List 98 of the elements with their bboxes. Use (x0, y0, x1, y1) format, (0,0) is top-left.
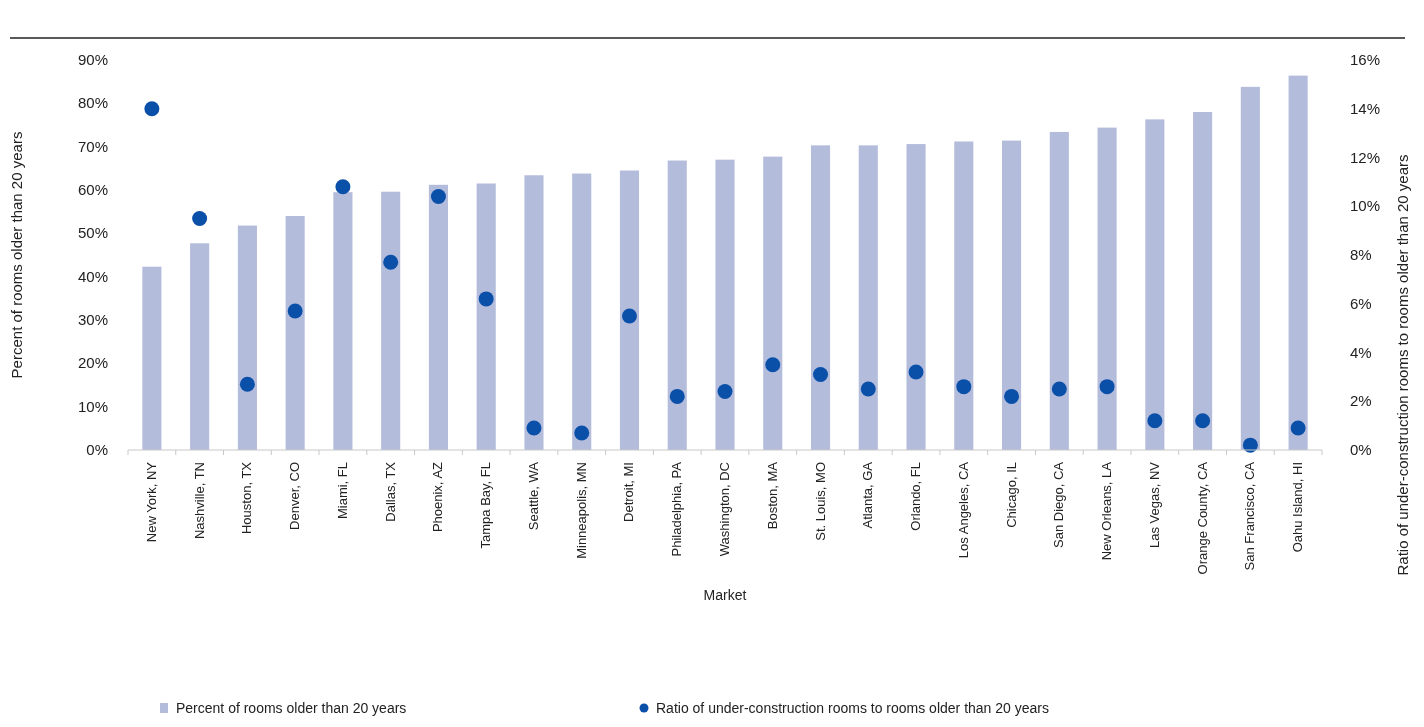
y2-tick-label: 16% (1350, 51, 1381, 68)
legend-label: Percent of rooms older than 20 years (176, 700, 407, 716)
bar (381, 191, 401, 450)
y-tick-label: 90% (77, 51, 108, 68)
point (1290, 420, 1306, 436)
x-tick-label: Houston, TX (239, 461, 255, 535)
x-tick-label: Philadelphia, PA (669, 461, 685, 557)
x-tick-label: Minneapolis, MN (573, 462, 589, 559)
legend-label: Ratio of under-construction rooms to rooms older than 20 years (656, 700, 1049, 716)
x-tick-label: Orange County, CA (1194, 461, 1210, 575)
point (1147, 413, 1163, 429)
bar (1145, 119, 1165, 450)
point (765, 357, 781, 373)
bar (142, 266, 162, 450)
x-tick-label: Washington, DC (717, 462, 732, 557)
y-tick-label: 70% (77, 137, 108, 155)
point (526, 420, 542, 436)
x-tick-label: Tampa Bay, FL (478, 462, 494, 549)
y2-tick-label: 2% (1350, 392, 1372, 410)
bar (237, 225, 257, 450)
point (144, 101, 160, 117)
point (717, 384, 733, 399)
x-tick-label: Detroit, MI (621, 462, 637, 522)
point (239, 376, 255, 392)
y-axis-title: Percent of rooms older than 20 years (8, 131, 25, 379)
y-tick-label: 10% (77, 397, 108, 415)
x-tick-label: Chicago, IL (1003, 462, 1019, 528)
x-tick-label: Seattle, WA (525, 461, 541, 531)
y2-tick-label: 6% (1350, 294, 1372, 312)
point (1099, 379, 1115, 395)
point (1195, 413, 1211, 429)
y-tick-label: 20% (77, 354, 108, 372)
y2-tick-label: 14% (1350, 99, 1381, 117)
x-tick-label: San Diego, CA (1051, 461, 1067, 548)
bar (715, 159, 735, 450)
point (813, 366, 829, 382)
x-tick-label: Miami, FL (334, 462, 350, 520)
x-tick-label: Phoenix, AZ (430, 461, 446, 533)
bar (1097, 127, 1117, 450)
point (669, 388, 685, 404)
point (430, 189, 446, 204)
y-tick-label: 50% (77, 224, 108, 242)
bar (954, 141, 974, 450)
y-tick-label: 40% (77, 267, 108, 285)
point (908, 364, 924, 380)
point (956, 379, 972, 395)
bar (906, 144, 926, 450)
x-tick-label: Dallas, TX (382, 461, 398, 522)
y2-tick-label: 8% (1350, 246, 1372, 263)
y2-tick-label: 10% (1350, 197, 1381, 215)
x-tick-label: Oahu Island, HI (1290, 462, 1306, 553)
bar (524, 175, 544, 450)
point (1004, 388, 1020, 404)
bar (572, 173, 592, 450)
bar (333, 192, 353, 450)
bar (1288, 75, 1308, 450)
x-tick-label: Atlanta, GA (860, 461, 876, 529)
bar (619, 170, 640, 450)
bar (763, 156, 783, 450)
x-tick-label: San Francisco, CA (1242, 461, 1258, 571)
y-tick-label: 60% (77, 181, 108, 198)
bar (810, 145, 831, 450)
y2-tick-label: 0% (1350, 441, 1372, 458)
bar (858, 145, 878, 450)
point (335, 179, 351, 195)
point (192, 210, 208, 226)
bar (1240, 86, 1260, 450)
bar (667, 160, 687, 450)
x-axis-title: Market (703, 587, 747, 603)
y-tick-label: 30% (77, 311, 108, 328)
bar (428, 184, 448, 450)
point (1051, 381, 1067, 397)
bar (1049, 131, 1069, 450)
x-tick-label: Nashville, TN (191, 462, 207, 540)
bar (285, 216, 305, 450)
x-tick-label: St. Louis, MO (812, 462, 828, 541)
y-tick-label: 0% (86, 441, 108, 458)
bar (190, 243, 210, 450)
bar (1002, 140, 1022, 450)
point (287, 303, 303, 319)
point (574, 425, 590, 441)
point (383, 254, 399, 270)
x-tick-label: New York, NY (143, 461, 159, 543)
point (478, 291, 494, 307)
bar (476, 183, 496, 450)
x-tick-label: Orlando, FL (908, 462, 924, 531)
point (860, 381, 876, 397)
bar (1193, 112, 1213, 450)
x-tick-label: Boston, MA (764, 461, 780, 530)
x-tick-label: Los Angeles, CA (955, 461, 971, 559)
point (621, 308, 637, 324)
x-tick-label: Las Vegas, NV (1146, 461, 1162, 548)
x-tick-label: New Orleans, LA (1099, 461, 1115, 561)
x-tick-label: Denver, CO (287, 462, 303, 530)
y2-axis-title: Ratio of under-construction rooms to rooms older than 20 years (1394, 154, 1411, 576)
y2-tick-label: 12% (1350, 148, 1381, 166)
y2-tick-label: 4% (1350, 343, 1372, 361)
y-tick-label: 80% (77, 94, 108, 112)
